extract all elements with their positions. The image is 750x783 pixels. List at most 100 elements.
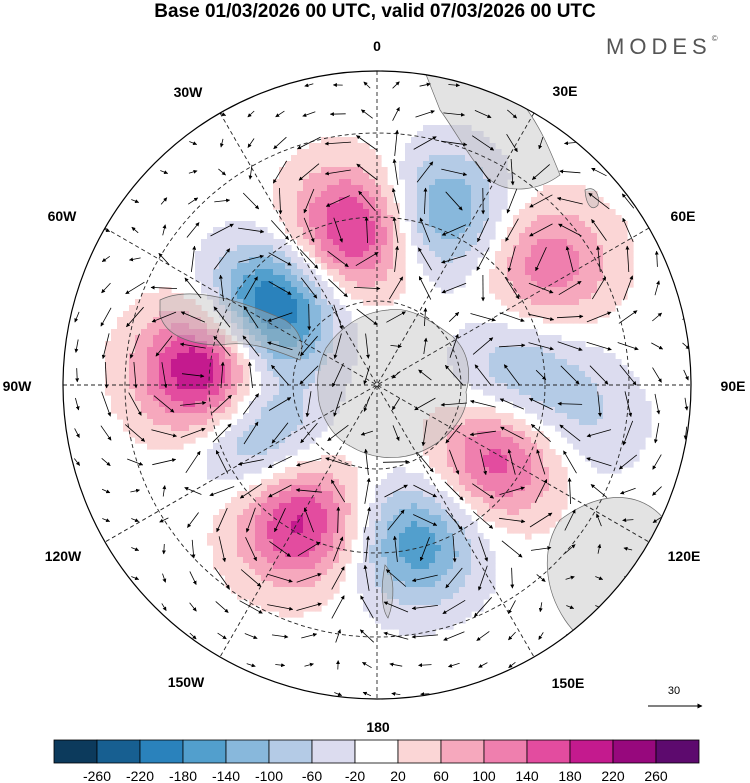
anomaly-cell xyxy=(609,413,616,420)
wind-arrow xyxy=(131,547,140,552)
wind-arrow xyxy=(620,487,636,495)
anomaly-cell xyxy=(267,599,274,606)
anomaly-cell xyxy=(177,311,184,318)
anomaly-cell xyxy=(519,305,526,312)
anomaly-cell xyxy=(231,563,238,570)
anomaly-cell xyxy=(525,401,532,408)
anomaly-cell xyxy=(483,443,490,450)
anomaly-cell xyxy=(435,581,442,588)
wind-arrow xyxy=(102,83,111,88)
wind-arrow xyxy=(191,245,197,272)
wind-arrow xyxy=(411,574,438,583)
wind-arrow xyxy=(623,140,633,146)
anomaly-cell xyxy=(615,287,622,294)
anomaly-cell xyxy=(603,413,610,420)
anomaly-cell xyxy=(405,209,412,216)
anomaly-cell xyxy=(303,167,310,174)
anomaly-cell xyxy=(315,473,322,480)
anomaly-cell xyxy=(249,335,256,342)
anomaly-cell xyxy=(255,455,262,462)
anomaly-cell xyxy=(423,263,430,270)
anomaly-cell xyxy=(351,359,358,366)
anomaly-cell xyxy=(459,263,466,270)
anomaly-cell xyxy=(243,245,250,252)
anomaly-cell xyxy=(249,347,256,354)
anomaly-cell xyxy=(471,449,478,456)
anomaly-cell xyxy=(483,245,490,252)
anomaly-cell xyxy=(465,143,472,150)
anomaly-cell xyxy=(309,167,316,174)
anomaly-cell xyxy=(345,197,352,204)
anomaly-cell xyxy=(291,503,298,510)
wind-arrow xyxy=(239,600,263,614)
anomaly-cell xyxy=(291,155,298,162)
anomaly-cell xyxy=(381,485,388,492)
anomaly-cell xyxy=(393,281,400,288)
wind-arrow xyxy=(510,158,515,186)
anomaly-cell xyxy=(321,311,328,318)
anomaly-cell xyxy=(609,239,616,246)
anomaly-cell xyxy=(495,167,502,174)
anomaly-cell xyxy=(351,137,358,144)
anomaly-cell xyxy=(237,521,244,528)
anomaly-cell xyxy=(453,503,460,510)
anomaly-cell xyxy=(117,407,124,414)
anomaly-cell xyxy=(399,521,406,528)
anomaly-cell xyxy=(369,545,376,552)
anomaly-cell xyxy=(603,419,610,426)
anomaly-cell xyxy=(585,191,592,198)
anomaly-cell xyxy=(435,569,442,576)
anomaly-cell xyxy=(297,275,304,282)
anomaly-cell xyxy=(411,629,418,636)
anomaly-cell xyxy=(495,287,502,294)
anomaly-cell xyxy=(387,533,394,540)
anomaly-cell xyxy=(303,149,310,156)
anomaly-cell xyxy=(243,239,250,246)
anomaly-cell xyxy=(339,215,346,222)
anomaly-cell xyxy=(135,431,142,438)
anomaly-cell xyxy=(459,515,466,522)
anomaly-cell xyxy=(399,623,406,630)
anomaly-cell xyxy=(255,299,262,306)
wind-arrow xyxy=(441,282,467,294)
wind-arrow xyxy=(538,602,543,613)
anomaly-cell xyxy=(393,533,400,540)
anomaly-cell xyxy=(117,395,124,402)
anomaly-cell xyxy=(303,545,310,552)
anomaly-cell xyxy=(447,611,454,618)
anomaly-cell xyxy=(429,179,436,186)
anomaly-cell xyxy=(285,167,292,174)
anomaly-cell xyxy=(165,353,172,360)
anomaly-cell xyxy=(429,137,436,144)
anomaly-cell xyxy=(549,413,556,420)
anomaly-cell xyxy=(423,239,430,246)
anomaly-cell xyxy=(435,215,442,222)
anomaly-cell xyxy=(483,149,490,156)
anomaly-cell xyxy=(465,179,472,186)
anomaly-cell xyxy=(345,323,352,330)
anomaly-cell xyxy=(279,503,286,510)
anomaly-cell xyxy=(309,425,316,432)
anomaly-cell xyxy=(321,377,328,384)
anomaly-cell xyxy=(405,599,412,606)
anomaly-cell xyxy=(123,341,130,348)
wind-arrow xyxy=(591,276,607,300)
wind-arrow xyxy=(503,364,521,386)
anomaly-cell xyxy=(471,155,478,162)
anomaly-cell xyxy=(177,413,184,420)
anomaly-cell xyxy=(471,485,478,492)
anomaly-cell xyxy=(309,197,316,204)
anomaly-cell xyxy=(327,251,334,258)
anomaly-cell xyxy=(405,203,412,210)
wind-arrow xyxy=(356,135,378,151)
anomaly-cell xyxy=(579,353,586,360)
anomaly-cell xyxy=(369,179,376,186)
anomaly-cell xyxy=(249,587,256,594)
anomaly-cell xyxy=(315,149,322,156)
anomaly-cell xyxy=(375,563,382,570)
anomaly-cell xyxy=(495,437,502,444)
anomaly-cell xyxy=(381,167,388,174)
anomaly-cell xyxy=(255,563,262,570)
anomaly-cell xyxy=(621,377,628,384)
anomaly-cell xyxy=(459,347,466,354)
